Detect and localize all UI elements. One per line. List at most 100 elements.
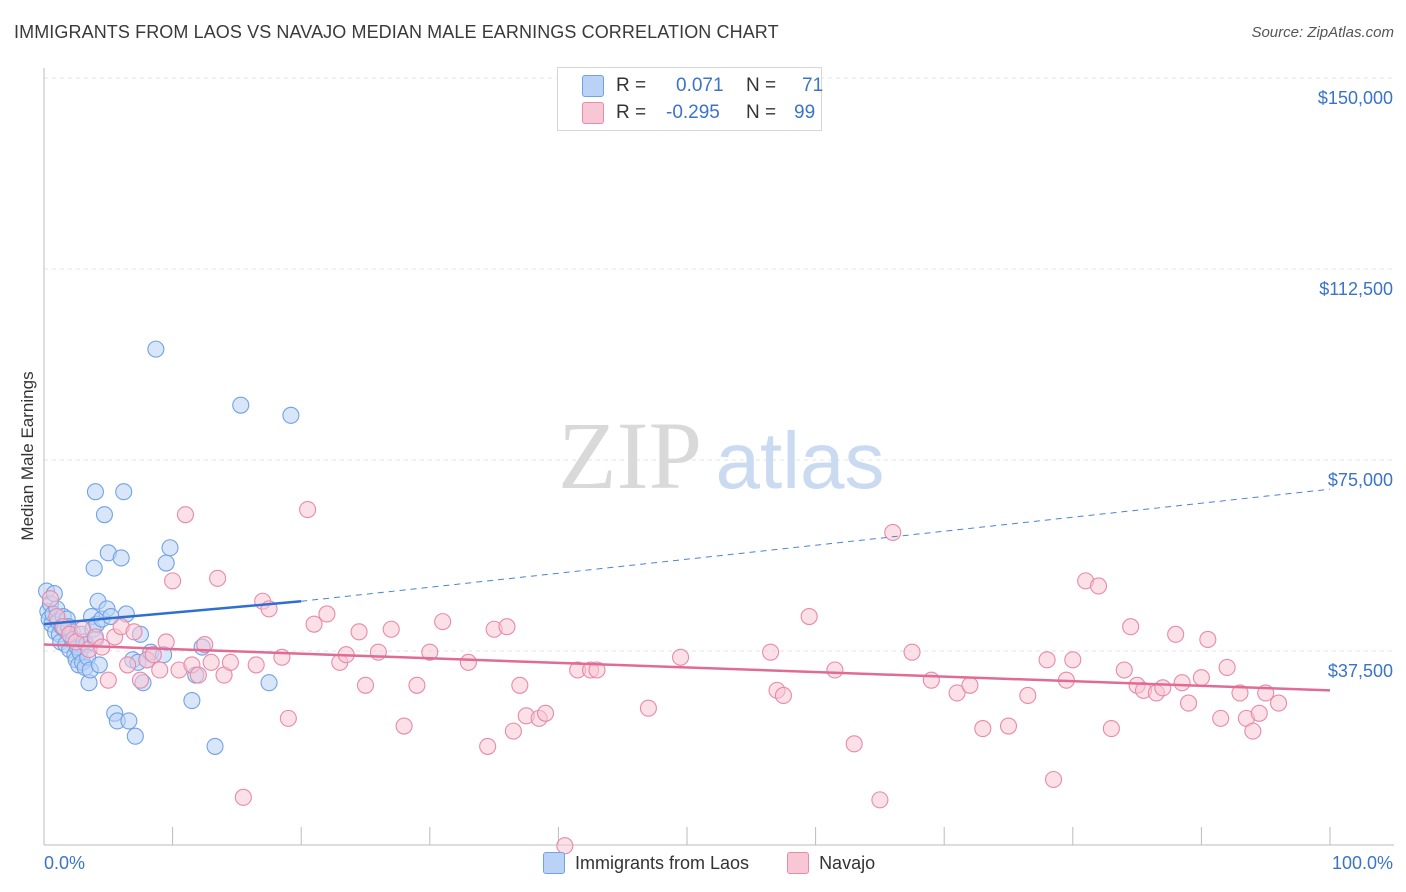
laos-point [260,674,278,692]
y-tick-label: $150,000 [1318,88,1393,108]
navajo-point [672,648,690,666]
watermark-zip: ZIP [558,402,702,509]
navajo-point [395,717,413,735]
legend-n-label: N = [746,75,777,96]
navajo-point [1044,770,1063,789]
navajo-point [536,704,555,722]
series-laos-points [38,340,300,755]
navajo-point [1115,661,1133,679]
bottom-legend-swatch-navajo [787,852,810,874]
navajo-point [1244,722,1262,740]
navajo-point [151,661,169,679]
bottom-legend-laos: Immigrants from Laos [543,852,749,874]
navajo-point [1064,651,1082,669]
navajo-point [479,737,497,755]
laos-point [90,656,108,674]
navajo-point [189,666,207,684]
x-tick-label: 0.0% [44,853,85,873]
navajo-point [511,676,529,694]
navajo-point [350,623,368,641]
laos-point [161,539,179,557]
legend-swatch-navajo [582,102,604,124]
navajo-point [382,620,400,638]
navajo-point [774,686,793,705]
laos-point [115,483,133,501]
navajo-point [144,646,162,664]
navajo-point [884,523,902,542]
navajo-point [202,653,220,671]
navajo-point [903,643,921,661]
navajo-point [1122,618,1140,636]
navajo-point [131,671,149,689]
navajo-point [234,788,252,806]
navajo-point [125,623,143,641]
bottom-legend: Immigrants from Laos Navajo [543,852,913,874]
navajo-point [1154,679,1172,697]
navajo-point [922,671,940,689]
laos-point [147,340,165,358]
laos-point [85,559,103,577]
navajo-point [871,791,889,809]
navajo-point [974,720,992,738]
y-axis-title: Median Male Earnings [18,371,37,540]
laos-point [95,506,113,524]
navajo-point [279,709,297,727]
navajo-point [498,618,516,636]
watermark-atlas: atlas [716,416,885,505]
navajo-trend-line [43,643,1331,692]
navajo-point [1212,709,1230,727]
legend-r-value: -0.295 [666,102,720,123]
laos-point [232,396,250,414]
navajo-point [1250,704,1268,722]
navajo-point [1231,684,1249,702]
navajo-point [421,643,439,661]
laos-point [206,737,224,755]
navajo-point [221,653,240,671]
navajo-point [305,615,323,633]
laos-point [86,483,104,501]
navajo-point [408,676,426,694]
legend-r-label: R = [616,75,647,96]
legend-row-laos: R = 0.071 N = 71 [582,73,823,99]
bottom-legend-label-laos: Immigrants from Laos [575,852,750,873]
navajo-point [176,506,195,524]
y-tick-label: $112,500 [1319,279,1393,299]
legend: R = 0.071 N = 71 R = -0.295 N = 99 [557,67,823,131]
navajo-point [299,501,317,519]
navajo-point [1192,669,1210,687]
legend-r-value: 0.071 [676,75,724,96]
navajo-point [247,656,265,674]
navajo-point [1179,694,1198,712]
laos-point [157,554,175,572]
navajo-point [209,569,227,587]
navajo-point [41,590,59,608]
laos-point [120,712,138,730]
laos-point [112,549,130,567]
series-navajo-points [41,501,1288,855]
laos-point [282,406,300,424]
source-label: Source: ZipAtlas.com [1251,24,1394,41]
navajo-point [588,661,606,679]
y-tick-label: $37,500 [1328,661,1393,681]
legend-n-label: N = [746,102,777,123]
navajo-point [826,661,844,679]
legend-n-value: 71 [802,75,824,96]
navajo-point [504,722,522,740]
navajo-point [1270,694,1288,712]
bottom-legend-swatch-laos [543,852,565,874]
navajo-point [639,699,657,717]
navajo-point [164,572,182,590]
legend-r-label: R = [616,102,647,123]
bottom-legend-label-navajo: Navajo [819,852,876,873]
navajo-point [356,676,375,694]
laos-trend-extension [301,488,1331,602]
trend-lines [43,488,1331,692]
legend-swatch-laos [582,75,604,97]
x-tick-label: 100.0% [1332,853,1393,873]
legend-row-navajo: R = -0.295 N = 99 [582,100,815,126]
navajo-point [961,676,979,694]
y-tick-label: $75,000 [1328,470,1393,490]
axis-labels: $37,500 $75,000 $112,500 $150,000 0.0% 100.0%… [18,88,1393,873]
navajo-point [459,653,477,671]
